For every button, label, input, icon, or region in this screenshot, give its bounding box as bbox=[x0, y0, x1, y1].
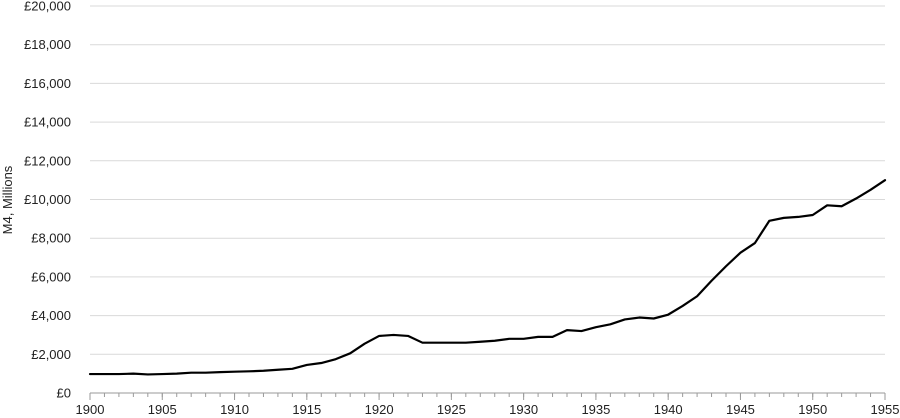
x-tick-label: 1925 bbox=[437, 402, 466, 417]
y-tick-label: £10,000 bbox=[24, 192, 71, 207]
y-tick-label: £2,000 bbox=[31, 347, 71, 362]
x-tick-label: 1930 bbox=[509, 402, 538, 417]
x-tick-label: 1915 bbox=[292, 402, 321, 417]
x-tick-label: 1935 bbox=[581, 402, 610, 417]
y-tick-label: £12,000 bbox=[24, 153, 71, 168]
x-axis: 1900 1905 1910 1915 1920 1925 1930 1935 1940 1945… bbox=[76, 392, 900, 417]
x-tick-label: 1905 bbox=[148, 402, 177, 417]
x-tick-label: 1900 bbox=[76, 402, 105, 417]
y-tick-label: £0 bbox=[57, 386, 71, 401]
x-tick-label: 1920 bbox=[365, 402, 394, 417]
x-tick-label: 1950 bbox=[798, 402, 827, 417]
y-tick-label: £8,000 bbox=[31, 231, 71, 246]
x-tick-label: 1945 bbox=[726, 402, 755, 417]
y-tick-label: £14,000 bbox=[24, 115, 71, 130]
gridlines bbox=[90, 5, 885, 355]
series-line-m4 bbox=[88, 179, 887, 376]
y-tick-label: £4,000 bbox=[31, 308, 71, 323]
y-axis: £0 £2,000 £4,000 £6,000 £8,000 £10,000 £12,000… bbox=[24, 0, 71, 401]
y-axis-title: M4, Millions bbox=[0, 165, 15, 234]
x-tick-label: 1955 bbox=[871, 402, 900, 417]
x-tick-label: 1910 bbox=[220, 402, 249, 417]
x-tick-label: 1940 bbox=[654, 402, 683, 417]
y-tick-label: £20,000 bbox=[24, 0, 71, 14]
y-tick-label: £6,000 bbox=[31, 269, 71, 284]
y-tick-label: £18,000 bbox=[24, 37, 71, 52]
y-tick-label: £16,000 bbox=[24, 76, 71, 91]
series-group bbox=[88, 179, 887, 376]
